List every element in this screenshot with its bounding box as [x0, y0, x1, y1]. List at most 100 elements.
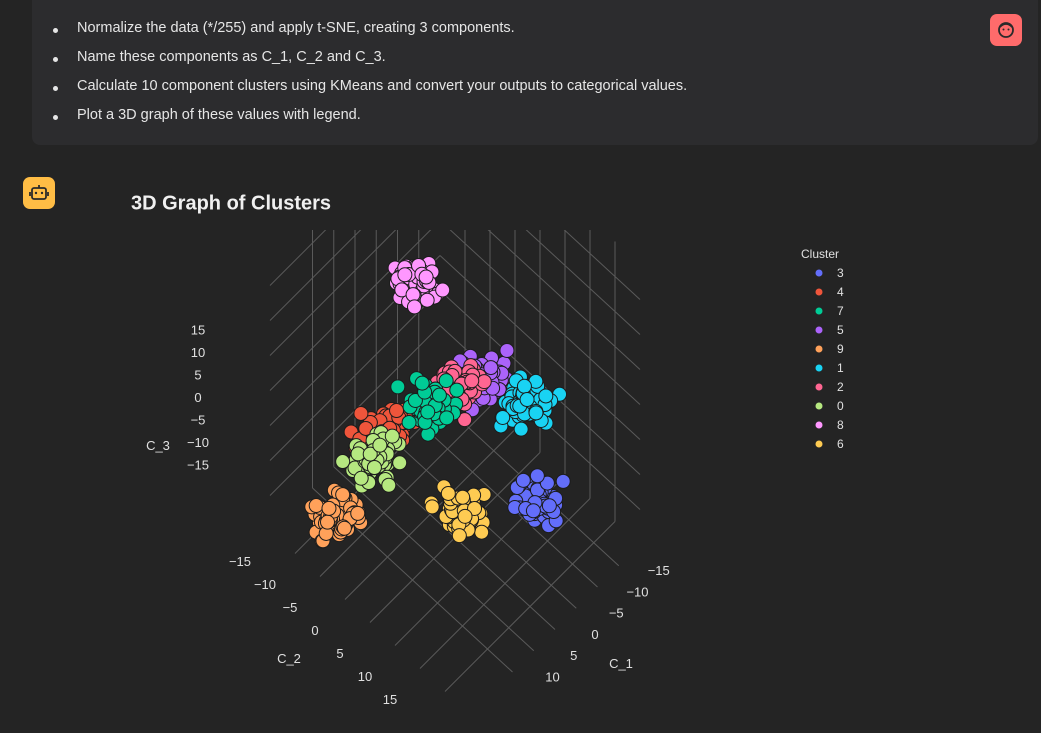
y-tick-label: 10: [358, 669, 372, 684]
grid-line: [563, 230, 641, 300]
y-tick-label: 5: [336, 646, 343, 661]
cluster: [304, 482, 369, 549]
user-message: Normalize the data (*/255) and apply t-S…: [32, 0, 1038, 145]
z-tick-label: 5: [194, 367, 201, 382]
legend-label: 1: [837, 361, 844, 375]
point: [336, 520, 352, 536]
x-tick-label: −10: [626, 584, 648, 599]
y-tick-label: 15: [383, 692, 397, 707]
point: [321, 500, 337, 516]
point: [419, 292, 435, 308]
point: [516, 378, 532, 394]
y-tick-label: −15: [229, 554, 251, 569]
legend-label: 4: [837, 285, 844, 299]
legend-marker: [815, 383, 823, 391]
legend-label: 8: [837, 418, 844, 432]
legend-label: 7: [837, 304, 844, 318]
bullet: Calculate 10 component clusters using KM…: [52, 78, 688, 94]
point: [350, 505, 366, 521]
cluster: [390, 371, 465, 442]
point: [457, 412, 473, 428]
point: [431, 387, 447, 403]
point: [353, 405, 369, 421]
grid-line: [419, 498, 591, 669]
point: [407, 392, 423, 408]
cluster: [387, 255, 451, 315]
point: [464, 373, 480, 389]
x-tick-label: 0: [591, 627, 598, 642]
legend-marker: [815, 364, 823, 372]
point: [483, 360, 499, 376]
y-tick-label: −5: [283, 600, 298, 615]
bullet: Normalize the data (*/255) and apply t-S…: [53, 20, 515, 36]
legend-marker: [815, 269, 823, 277]
point: [438, 373, 454, 389]
z-tick-label: −10: [187, 435, 209, 450]
bullet: Plot a 3D graph of these values with leg…: [53, 107, 361, 123]
legend: 3 4 7 5 9 1 2 0 8 6: [815, 266, 844, 451]
legend-marker: [815, 307, 823, 315]
grid-line: [344, 429, 516, 600]
point: [476, 374, 492, 390]
grid-line: [444, 521, 616, 692]
z-tick-label: 10: [191, 345, 205, 360]
assistant-avatar: [23, 177, 55, 209]
z-tick-label: 0: [194, 390, 201, 405]
point: [451, 528, 467, 544]
y-axis-title: C_2: [277, 651, 301, 666]
point: [320, 514, 336, 530]
x-tick-label: 10: [545, 669, 559, 684]
point: [390, 379, 406, 395]
point: [397, 267, 413, 283]
z-tick-label: −15: [187, 457, 209, 472]
y-tick-label: 0: [311, 623, 318, 638]
point: [384, 428, 400, 444]
point: [335, 487, 351, 503]
point: [335, 454, 351, 470]
point: [449, 382, 465, 398]
legend-marker: [815, 345, 823, 353]
x-tick-label: −5: [609, 606, 624, 621]
point: [515, 472, 531, 488]
point: [539, 475, 555, 491]
point: [529, 468, 545, 484]
point: [435, 282, 451, 298]
scene: −15−10−50510−15−10−5051015−15−10−5051015…: [146, 230, 670, 707]
point: [519, 392, 535, 408]
legend-marker: [815, 326, 823, 334]
legend-marker: [815, 421, 823, 429]
point: [392, 455, 408, 471]
legend-label: 6: [837, 437, 844, 451]
point: [499, 342, 515, 358]
x-tick-label: 5: [570, 648, 577, 663]
point: [495, 409, 511, 425]
point: [455, 489, 471, 505]
point: [389, 403, 405, 419]
point: [424, 499, 440, 515]
legend-label: 3: [837, 266, 844, 280]
grid-line: [269, 230, 327, 286]
cluster: [335, 425, 408, 494]
point: [555, 473, 571, 489]
point: [372, 437, 388, 453]
point: [401, 414, 417, 430]
point: [420, 404, 436, 420]
z-tick-label: 15: [191, 322, 205, 337]
point: [418, 269, 434, 285]
legend-marker: [815, 402, 823, 410]
bullet: Name these components as C_1, C_2 and C_…: [53, 49, 386, 65]
point: [353, 470, 369, 486]
point: [381, 477, 397, 493]
cluster: [423, 479, 492, 544]
point: [525, 503, 541, 519]
point: [406, 299, 422, 315]
legend-title: Cluster: [801, 247, 839, 261]
point: [457, 508, 473, 524]
legend-label: 2: [837, 380, 844, 394]
user-avatar: [990, 14, 1022, 46]
z-axis-title: C_3: [146, 438, 170, 453]
z-tick-label: −5: [191, 412, 206, 427]
point: [366, 459, 382, 475]
point: [528, 405, 544, 421]
